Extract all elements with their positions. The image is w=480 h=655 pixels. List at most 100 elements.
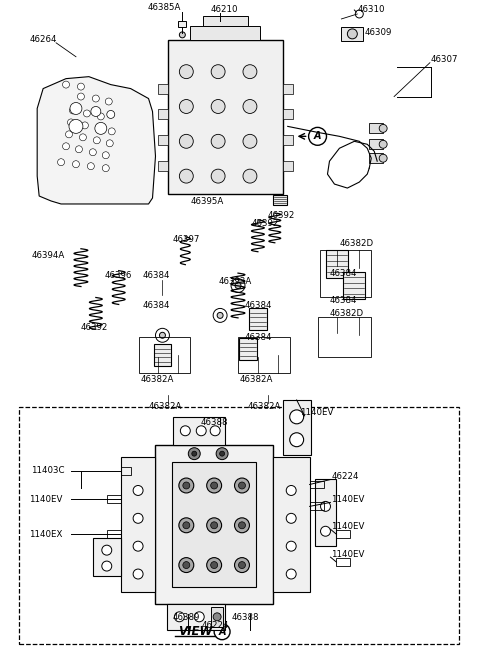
- Circle shape: [58, 159, 64, 166]
- Text: 1140EX: 1140EX: [29, 530, 62, 539]
- Circle shape: [211, 100, 225, 113]
- Circle shape: [309, 127, 326, 145]
- Text: 46396: 46396: [105, 271, 132, 280]
- Circle shape: [214, 624, 230, 640]
- Circle shape: [180, 169, 193, 183]
- Bar: [154, 345, 171, 366]
- Circle shape: [211, 65, 225, 79]
- Text: 46384: 46384: [329, 296, 357, 305]
- Bar: [168, 40, 283, 194]
- Text: 46392: 46392: [252, 219, 279, 229]
- Text: 46310: 46310: [357, 5, 385, 14]
- Circle shape: [211, 134, 225, 148]
- Circle shape: [77, 93, 84, 100]
- Text: 46384: 46384: [143, 271, 170, 280]
- Circle shape: [179, 478, 194, 493]
- Circle shape: [62, 81, 70, 88]
- Circle shape: [108, 128, 115, 135]
- Circle shape: [286, 514, 296, 523]
- Text: 46384: 46384: [245, 301, 273, 310]
- Circle shape: [72, 160, 79, 168]
- Text: 46309: 46309: [364, 28, 392, 37]
- Circle shape: [235, 478, 250, 493]
- Text: 46384: 46384: [245, 333, 273, 342]
- Bar: [238, 337, 290, 373]
- Text: 46392: 46392: [81, 323, 108, 332]
- Circle shape: [286, 541, 296, 551]
- Text: 46382A: 46382A: [248, 402, 281, 411]
- Circle shape: [211, 169, 225, 183]
- Circle shape: [174, 612, 184, 622]
- Circle shape: [235, 557, 250, 572]
- Circle shape: [379, 140, 387, 148]
- Circle shape: [235, 282, 241, 289]
- Bar: [369, 123, 383, 134]
- Bar: [139, 337, 190, 373]
- Text: 46224: 46224: [202, 621, 229, 630]
- Circle shape: [102, 152, 109, 159]
- Bar: [107, 531, 120, 538]
- Text: 1140EV: 1140EV: [332, 550, 365, 559]
- Text: 46397: 46397: [172, 235, 200, 244]
- Circle shape: [355, 10, 363, 18]
- Circle shape: [102, 164, 109, 172]
- Bar: [172, 462, 256, 587]
- Circle shape: [79, 134, 86, 141]
- Circle shape: [211, 522, 217, 529]
- Circle shape: [243, 134, 257, 148]
- Circle shape: [97, 113, 104, 120]
- Circle shape: [180, 65, 193, 79]
- Text: 46210: 46210: [210, 5, 238, 14]
- Bar: [273, 457, 310, 592]
- Bar: [173, 417, 225, 445]
- Circle shape: [207, 557, 222, 572]
- Circle shape: [62, 143, 70, 150]
- Circle shape: [180, 134, 193, 148]
- Circle shape: [321, 526, 330, 536]
- Bar: [239, 338, 257, 360]
- Circle shape: [87, 162, 95, 170]
- Circle shape: [133, 541, 143, 551]
- Text: 1140EV: 1140EV: [332, 495, 365, 504]
- Bar: [120, 466, 131, 475]
- Bar: [283, 109, 293, 119]
- Text: 46224: 46224: [332, 472, 359, 481]
- Bar: [203, 16, 248, 26]
- Circle shape: [379, 154, 387, 162]
- Circle shape: [77, 83, 84, 90]
- Bar: [283, 136, 293, 145]
- Circle shape: [290, 410, 304, 424]
- Bar: [158, 161, 168, 171]
- Circle shape: [192, 451, 197, 456]
- Bar: [326, 250, 348, 278]
- Circle shape: [196, 426, 206, 436]
- Circle shape: [180, 100, 193, 113]
- Bar: [120, 457, 156, 592]
- Circle shape: [243, 169, 257, 183]
- Bar: [283, 161, 293, 171]
- Circle shape: [93, 137, 100, 144]
- Circle shape: [210, 426, 220, 436]
- Circle shape: [84, 110, 90, 117]
- Circle shape: [207, 478, 222, 493]
- Circle shape: [348, 29, 357, 39]
- Circle shape: [70, 103, 82, 115]
- Circle shape: [188, 448, 200, 460]
- Bar: [249, 309, 267, 330]
- Circle shape: [286, 569, 296, 579]
- Bar: [211, 607, 223, 627]
- Bar: [156, 445, 273, 604]
- Text: 1140EV: 1140EV: [332, 522, 365, 531]
- Circle shape: [105, 98, 112, 105]
- Circle shape: [207, 518, 222, 533]
- Text: 46382D: 46382D: [329, 309, 364, 318]
- Text: 46392: 46392: [268, 212, 295, 221]
- Circle shape: [216, 448, 228, 460]
- Text: 46388: 46388: [231, 613, 259, 622]
- Bar: [93, 538, 120, 576]
- Circle shape: [220, 451, 225, 456]
- Text: VIEW: VIEW: [179, 626, 213, 638]
- Bar: [336, 531, 350, 538]
- Circle shape: [180, 426, 190, 436]
- Circle shape: [82, 122, 88, 129]
